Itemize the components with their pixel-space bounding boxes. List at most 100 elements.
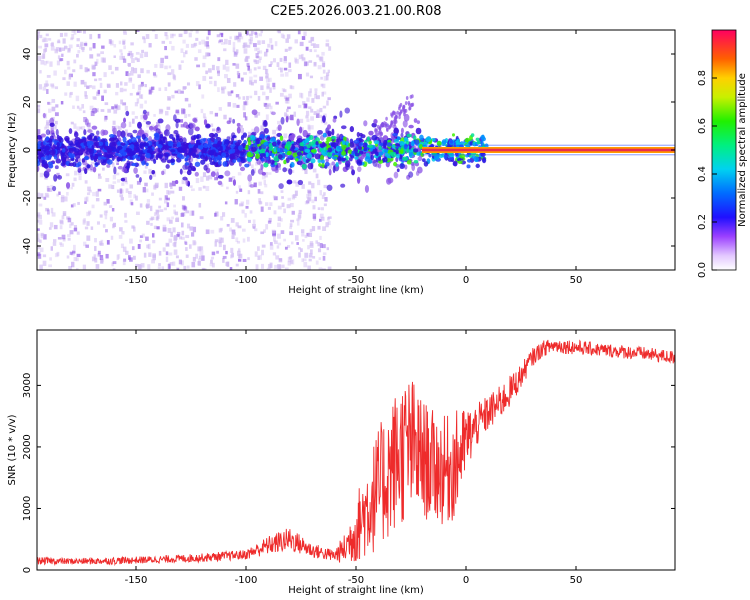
- spectrogram-noise-dot: [201, 39, 206, 45]
- spectrogram-feature-dot: [408, 106, 412, 111]
- spectrogram-noise-dot: [273, 196, 278, 201]
- spectrogram-signal-dot: [216, 126, 220, 131]
- spectrogram-noise-dot: [318, 257, 322, 260]
- spectrogram-noise-dot: [283, 133, 288, 139]
- spectrogram-signal-dot: [148, 125, 154, 131]
- spectrogram-band-dot: [40, 149, 47, 155]
- spectrogram-noise-dot: [76, 126, 81, 131]
- spectrogram-noise-dot: [307, 245, 310, 250]
- spectrogram-noise-dot: [226, 261, 230, 267]
- spectrogram-noise-dot: [76, 53, 79, 58]
- spectrogram-noise-dot: [317, 242, 320, 247]
- spectrogram-noise-dot: [249, 76, 253, 82]
- spectrogram-noise-dot: [185, 234, 190, 239]
- spectrogram-noise-dot: [254, 161, 259, 166]
- spectrogram-noise-dot: [238, 253, 243, 259]
- spectrogram-band-dot: [326, 136, 333, 142]
- spectrogram-noise-dot: [299, 248, 303, 252]
- spectrogram-noise-dot: [316, 133, 321, 137]
- spectrogram-signal-dot: [139, 177, 142, 183]
- spectrogram-noise-dot: [254, 60, 258, 65]
- spectrogram-noise-dot: [98, 78, 102, 81]
- spectrogram-noise-dot: [293, 194, 297, 199]
- spectrogram-noise-dot: [323, 75, 327, 81]
- spectrogram-band-dot: [122, 151, 128, 156]
- spectrogram-noise-dot: [255, 32, 259, 38]
- spectrogram-band-dot: [176, 141, 182, 148]
- spectrogram-noise-dot: [103, 201, 108, 206]
- spectrogram-noise-dot: [311, 182, 315, 189]
- spectrogram-noise-dot: [100, 57, 104, 63]
- spectrogram-noise-dot: [198, 84, 201, 90]
- spectrogram-noise-dot: [162, 169, 166, 175]
- spectrogram-noise-dot: [116, 162, 119, 166]
- spectrogram-noise-dot: [75, 268, 79, 270]
- spectrogram-noise-dot: [152, 185, 157, 190]
- spectrogram-band-dot: [49, 149, 55, 156]
- spectrogram-noise-dot: [216, 34, 220, 38]
- spectrogram-band-dot: [335, 162, 339, 167]
- spectrogram-noise-dot: [265, 202, 269, 206]
- spectrogram-signal-dot: [350, 165, 354, 170]
- spectrogram-signal-dot: [297, 179, 304, 186]
- spectrogram-noise-dot: [90, 110, 95, 117]
- spectrogram-band-dot: [178, 137, 184, 143]
- spectrogram-noise-dot: [76, 38, 80, 42]
- spectrogram-band-dot: [129, 144, 135, 149]
- spectrogram-noise-dot: [84, 81, 87, 88]
- spectrogram-noise-dot: [325, 39, 330, 43]
- spectrogram-band-dot: [367, 144, 374, 149]
- spectrogram-band-dot: [271, 152, 275, 158]
- spectrogram-band-dot: [475, 137, 480, 141]
- spectrogram-band-dot: [341, 150, 346, 156]
- spectrogram-noise-dot: [37, 104, 41, 108]
- spectrogram-noise-dot: [305, 110, 310, 116]
- spectrogram-noise-dot: [84, 197, 88, 202]
- spectrogram-noise-dot: [258, 201, 263, 204]
- spectrogram-feature-dot: [398, 106, 401, 111]
- spectrogram-band-dot: [408, 151, 413, 157]
- spectrogram-noise-dot: [226, 186, 229, 190]
- spectrogram-noise-dot: [285, 38, 289, 43]
- spectrogram-noise-dot: [151, 259, 155, 264]
- spectrogram-signal-dot: [117, 165, 123, 170]
- spectrogram-noise-dot: [317, 248, 322, 253]
- spectrogram-band-dot: [56, 134, 60, 141]
- spectrogram-noise-dot: [252, 223, 256, 228]
- spectrogram-noise-dot: [293, 111, 297, 117]
- spectrogram-noise-dot: [206, 45, 210, 49]
- spectrogram-band-dot: [94, 141, 99, 147]
- spectrogram-noise-dot: [51, 85, 55, 89]
- spectrogram-noise-dot: [284, 72, 289, 77]
- spectrogram-band-dot: [276, 147, 281, 153]
- spectrogram-noise-dot: [119, 194, 124, 198]
- spectrogram-noise-dot: [44, 43, 49, 48]
- spectrogram-noise-dot: [183, 265, 187, 270]
- spectrogram-band-dot: [153, 132, 160, 138]
- spectrogram-noise-dot: [118, 234, 123, 239]
- spectrogram-band-dot: [295, 157, 299, 162]
- spectrogram-band-dot: [340, 144, 347, 150]
- spectrogram-noise-dot: [263, 229, 266, 233]
- spectrogram-noise-dot: [102, 167, 105, 171]
- spectrogram-noise-dot: [69, 251, 73, 255]
- spectrogram-band-dot: [270, 137, 276, 143]
- spectrogram-band-dot: [481, 157, 487, 164]
- spectrogram-noise-dot: [239, 203, 243, 207]
- spectrogram-noise-dot: [282, 89, 287, 93]
- y-tick-label: -40: [22, 238, 33, 254]
- spectrogram-noise-dot: [328, 162, 331, 167]
- spectrogram-noise-dot: [254, 90, 258, 96]
- spectrogram-signal-dot: [288, 168, 293, 175]
- spectrogram-noise-dot: [38, 219, 43, 225]
- spectrogram-noise-dot: [50, 127, 54, 132]
- spectrogram-noise-dot: [180, 60, 184, 64]
- spectrogram-noise-dot: [224, 201, 228, 205]
- spectrogram-band-dot: [263, 162, 269, 168]
- spectrogram-band-dot: [56, 141, 60, 148]
- spectrogram-noise-dot: [188, 32, 192, 38]
- spectrogram-noise-dot: [311, 226, 316, 232]
- spectrogram-noise-dot: [116, 254, 119, 261]
- spectrogram-noise-dot: [238, 96, 241, 100]
- spectrogram-noise-dot: [310, 36, 315, 42]
